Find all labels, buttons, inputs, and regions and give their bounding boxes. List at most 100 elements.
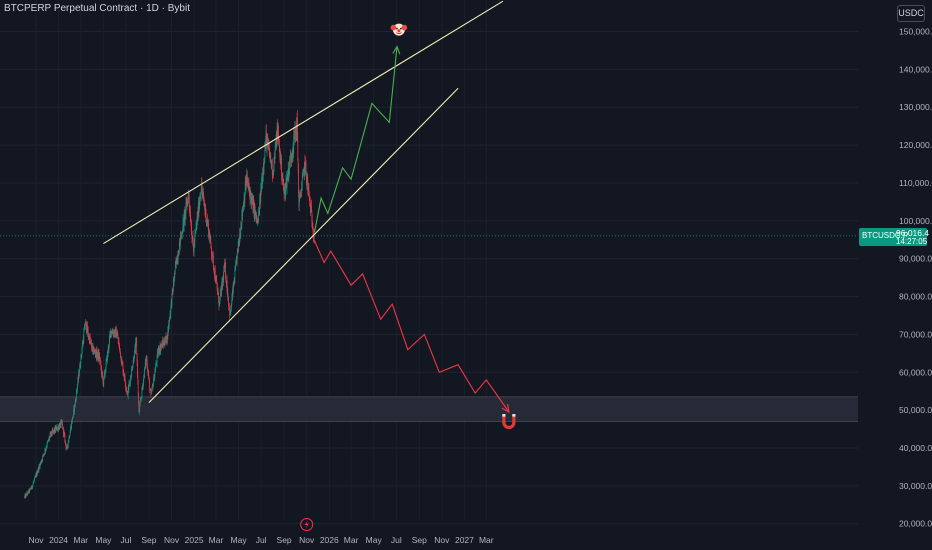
currency-button[interactable]: USDC: [897, 5, 925, 22]
candle-body: [88, 336, 89, 338]
candle-body: [268, 146, 270, 153]
candle-body: [286, 178, 288, 187]
candle-body: [227, 291, 229, 299]
candle-body: [151, 391, 152, 393]
candle-body: [140, 397, 142, 400]
candle-body: [263, 164, 265, 168]
candle-body: [290, 155, 292, 160]
candle-body: [260, 187, 262, 193]
candle-body: [300, 195, 302, 197]
candle-body: [148, 378, 150, 382]
candle-body: [271, 160, 273, 169]
candle-body: [252, 198, 254, 212]
candle-body: [77, 378, 79, 380]
candle-body: [250, 191, 251, 201]
candle-body: [117, 339, 119, 341]
candle-body: [253, 203, 255, 217]
candle-body: [218, 302, 220, 306]
candle-body: [249, 192, 251, 201]
candle-body: [87, 330, 89, 337]
candle-body: [37, 472, 38, 475]
candle-body: [270, 154, 272, 164]
candle-body: [244, 182, 246, 195]
candle-body: [255, 212, 257, 216]
candle-body: [171, 293, 173, 306]
candle-body: [177, 255, 179, 260]
candle-body: [166, 335, 168, 343]
candle-body: [295, 131, 297, 135]
candle-body: [285, 182, 287, 191]
candle-body: [84, 324, 86, 328]
candle-body: [285, 178, 287, 183]
candle-body: [57, 427, 58, 430]
candle-body: [309, 198, 311, 200]
candle-body: [298, 170, 299, 194]
candle-body: [181, 233, 182, 235]
candle-body: [313, 235, 315, 240]
candle-body: [245, 175, 247, 185]
candle-body: [137, 375, 139, 382]
candle-body: [270, 161, 272, 164]
candle-body: [93, 349, 95, 353]
candle-body: [287, 168, 289, 179]
candle-body: [282, 178, 283, 181]
candle-body: [157, 351, 159, 356]
candle-body: [148, 376, 150, 379]
candle-body: [307, 187, 309, 190]
candle-body: [103, 375, 105, 378]
candle-body: [24, 494, 26, 497]
candle-body: [33, 482, 34, 484]
candle-body: [89, 336, 91, 343]
candle-body: [310, 206, 312, 207]
candle-body: [192, 236, 193, 240]
candle-body: [212, 252, 213, 258]
candle-body: [177, 255, 178, 264]
candle-body: [312, 229, 314, 233]
candle-body: [263, 163, 265, 168]
candle-body: [62, 424, 64, 429]
candle-body: [118, 346, 120, 348]
candle-body: [210, 236, 211, 240]
candle-body: [218, 292, 219, 303]
candle-body: [108, 346, 110, 350]
candle-body: [148, 373, 149, 377]
candle-body: [97, 355, 98, 358]
candle-body: [201, 184, 202, 191]
candle-body: [116, 333, 118, 336]
candle-body: [273, 157, 275, 171]
candle-body: [185, 202, 187, 213]
candle-body: [300, 192, 301, 196]
candle-body: [124, 380, 126, 385]
candle-body: [160, 345, 162, 348]
candle-body: [50, 432, 51, 434]
candle-body: [54, 427, 56, 433]
candle-body: [190, 221, 192, 225]
candle-body: [262, 173, 263, 184]
candle-body: [138, 402, 140, 412]
candle-body: [248, 183, 249, 186]
candle-body: [27, 491, 29, 495]
candle-body: [144, 368, 145, 378]
candle-body: [73, 407, 75, 411]
candle-body: [32, 483, 34, 486]
candle-body: [40, 461, 42, 464]
candle-body: [264, 158, 265, 164]
candle-body: [147, 372, 149, 374]
candle-body: [55, 428, 57, 431]
candle-body: [271, 161, 272, 169]
y-axis-label: 40,000.0: [899, 443, 932, 453]
candle-body: [112, 332, 114, 335]
candle-body: [229, 312, 231, 316]
candle-body: [311, 206, 312, 212]
candle-body: [58, 426, 60, 429]
candle-body: [118, 340, 119, 342]
candle-body: [178, 243, 180, 254]
candle-body: [41, 461, 42, 463]
candle-body: [206, 219, 208, 222]
candle-body: [231, 295, 233, 299]
candle-body: [183, 213, 185, 226]
candle-body: [303, 168, 305, 171]
candle-body: [169, 318, 171, 320]
candle-body: [111, 330, 112, 334]
